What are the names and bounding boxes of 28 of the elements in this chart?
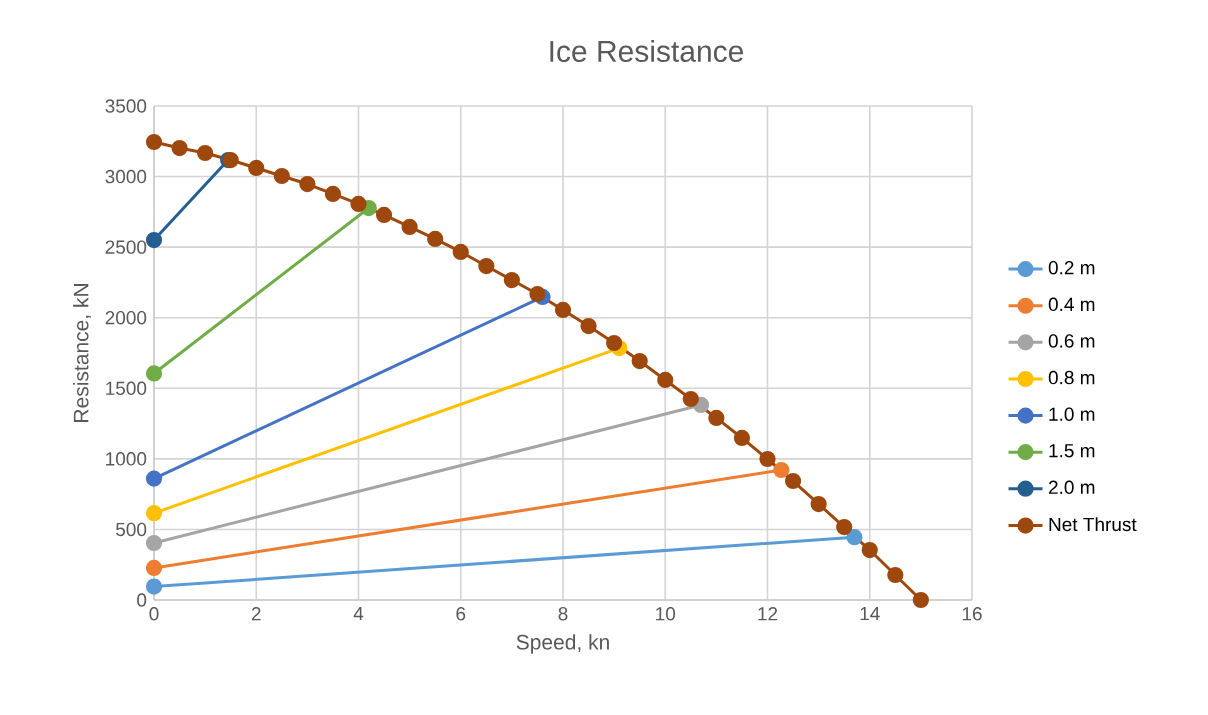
legend-label: 0.6 m	[1048, 334, 1095, 348]
legend-label: 1.0 m	[1049, 407, 1095, 421]
x-tick-label: 6	[456, 607, 466, 621]
y-axis-title: Resistance, kN	[73, 284, 92, 422]
legend-label: 1.5 m	[1049, 444, 1095, 458]
x-tick-label: 0	[149, 607, 159, 621]
y-tick-label: 3000	[105, 169, 147, 184]
y-tick-label: 1000	[106, 452, 147, 466]
y-tick-label: 2000	[105, 310, 147, 325]
legend-label: 0.4 m	[1048, 297, 1095, 312]
y-tick-label: 3500	[105, 99, 147, 113]
chart-title: Ice Resistance	[550, 39, 743, 62]
x-tick-label: 12	[758, 607, 778, 621]
y-tick-label: 0	[137, 593, 147, 607]
legend-label: 0.8 m	[1048, 370, 1095, 385]
x-tick-label: 10	[656, 607, 676, 621]
y-tick-label: 1500	[106, 381, 147, 396]
x-tick-label: 14	[860, 607, 880, 621]
legend-label: 2.0 m	[1048, 480, 1095, 494]
x-tick-label: 4	[353, 607, 364, 621]
x-tick-label: 16	[962, 607, 982, 621]
legend-label: Net Thrust	[1049, 517, 1137, 532]
legend-label: 0.2 m	[1048, 260, 1095, 275]
x-axis-title: Speed, kn	[516, 634, 609, 654]
y-tick-label: 500	[116, 522, 147, 537]
x-tick-label: 8	[558, 607, 568, 621]
y-tick-label: 2500	[105, 240, 147, 254]
x-tick-label: 2	[251, 607, 261, 621]
